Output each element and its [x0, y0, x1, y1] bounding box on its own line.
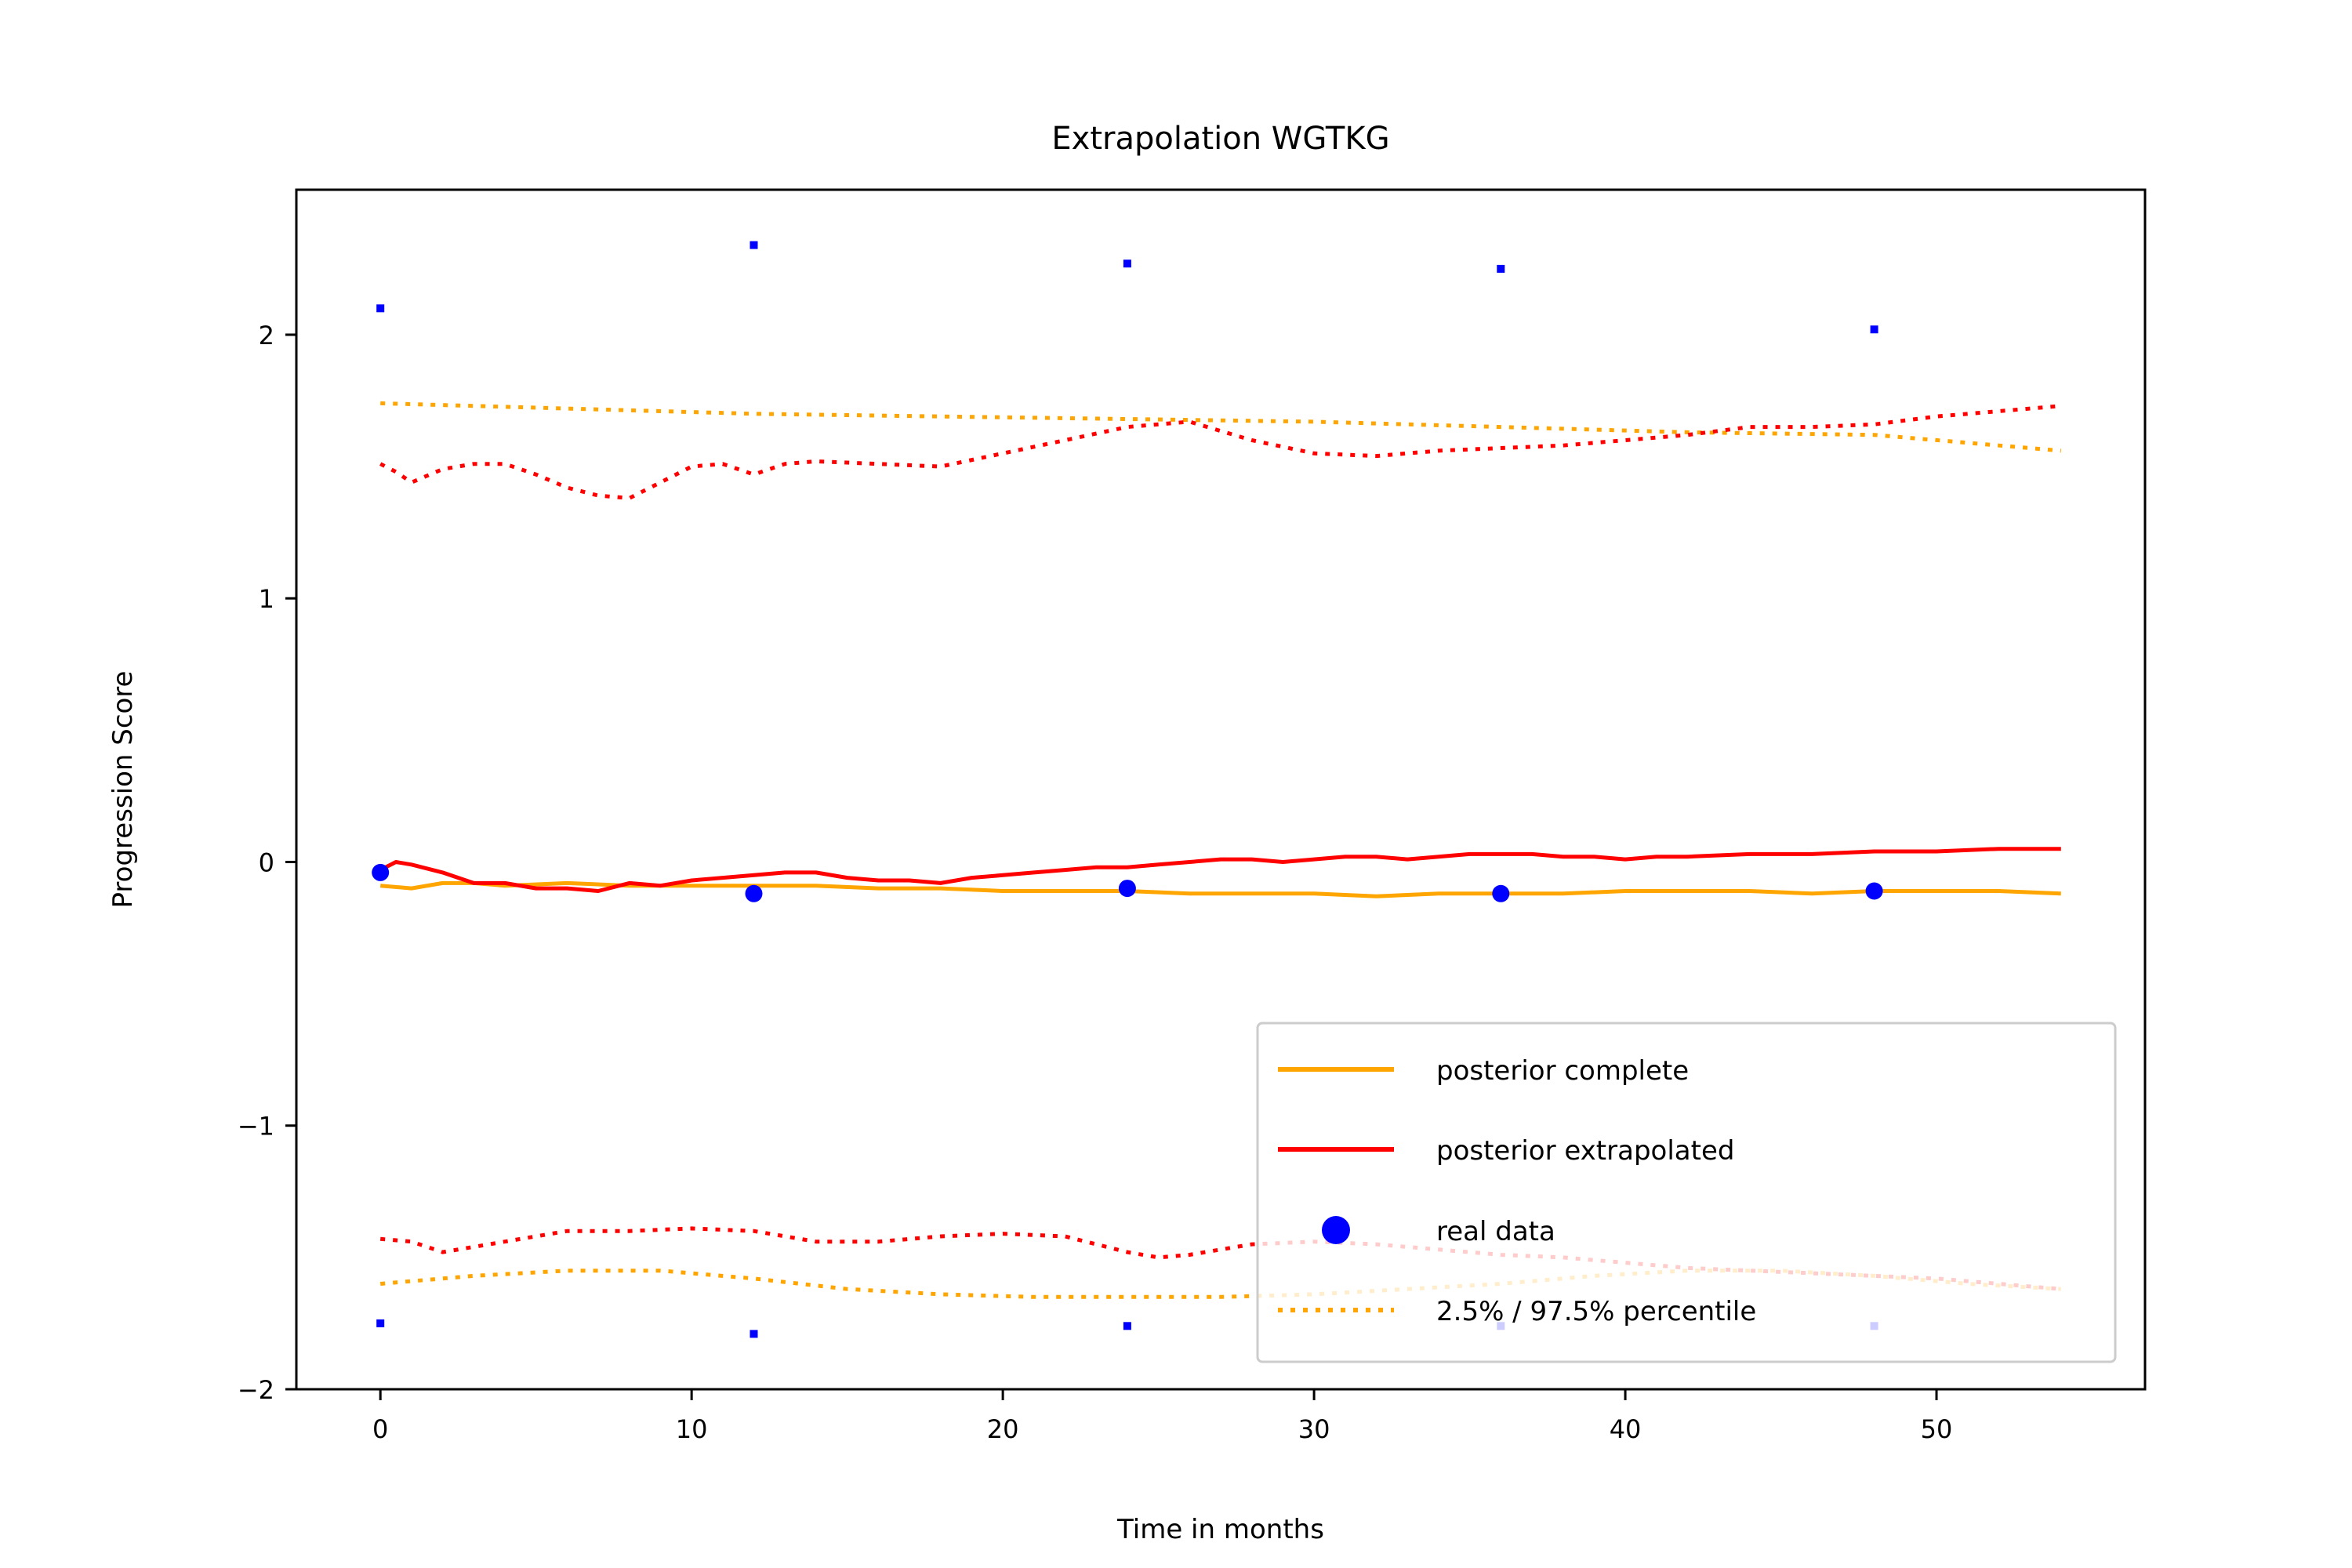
legend: posterior complete posterior extrapolate…	[1256, 1022, 2117, 1363]
plot-frame	[295, 188, 2147, 1391]
real-data-bound-point	[376, 1319, 385, 1327]
x-tick-label: 40	[1610, 1414, 1642, 1444]
y-tick-label: 0	[259, 848, 274, 877]
real-data-point	[1118, 880, 1136, 898]
real-data-bound-point	[376, 304, 385, 313]
y-tick-label: 2	[259, 321, 274, 350]
x-axis-ticks: 0 10 20 30 40 50	[372, 1389, 1952, 1444]
x-tick-label: 30	[1298, 1414, 1330, 1444]
x-tick-label: 10	[676, 1414, 708, 1444]
legend-label-posterior-complete: posterior complete	[1436, 1055, 1689, 1087]
real-data-bound-point	[1497, 264, 1505, 273]
series-line-posterior-complete	[379, 880, 2061, 898]
real-data-point	[1865, 882, 1883, 900]
legend-swatch-real-data	[1322, 1216, 1350, 1244]
series-line-posterior-extrapolated-97-5	[379, 404, 2062, 500]
y-axis-ticks: −2 −1 0 1 2	[238, 321, 296, 1405]
x-axis-label: Time in months	[1116, 1514, 1324, 1545]
x-tick-label: 20	[987, 1414, 1019, 1444]
legend-label-percentile: 2.5% / 97.5% percentile	[1436, 1296, 1756, 1327]
x-tick-label: 0	[372, 1414, 388, 1444]
series-line-posterior-complete-2-5	[379, 1269, 2061, 1299]
chart-title: Extrapolation WGTKG	[1051, 121, 1389, 157]
real-data-point	[1492, 884, 1510, 902]
real-data-bound-point	[1123, 260, 1131, 268]
real-data-bound-point	[1123, 1322, 1131, 1330]
x-tick-label: 50	[1921, 1414, 1953, 1444]
real-data-point	[372, 863, 390, 881]
series-layer	[379, 401, 2062, 1299]
legend-label-real-data: real data	[1436, 1216, 1555, 1247]
legend-box	[1256, 1022, 2117, 1363]
y-tick-label: 1	[259, 584, 274, 614]
y-tick-label: −2	[238, 1375, 274, 1405]
series-line-posterior-extrapolated	[379, 847, 2061, 893]
legend-label-posterior-extrapolated: posterior extrapolated	[1436, 1135, 1734, 1167]
series-line-posterior-extrapolated-2-5	[379, 1226, 2062, 1291]
real-data-point	[745, 884, 763, 902]
y-axis-label: Progression Score	[107, 671, 139, 909]
real-data-bound-point	[1870, 325, 1878, 334]
y-tick-label: −1	[238, 1112, 274, 1142]
real-data-bound-point	[750, 241, 758, 249]
real-data-bound-point	[750, 1330, 758, 1338]
series-line-posterior-complete-97-5	[380, 401, 2062, 453]
